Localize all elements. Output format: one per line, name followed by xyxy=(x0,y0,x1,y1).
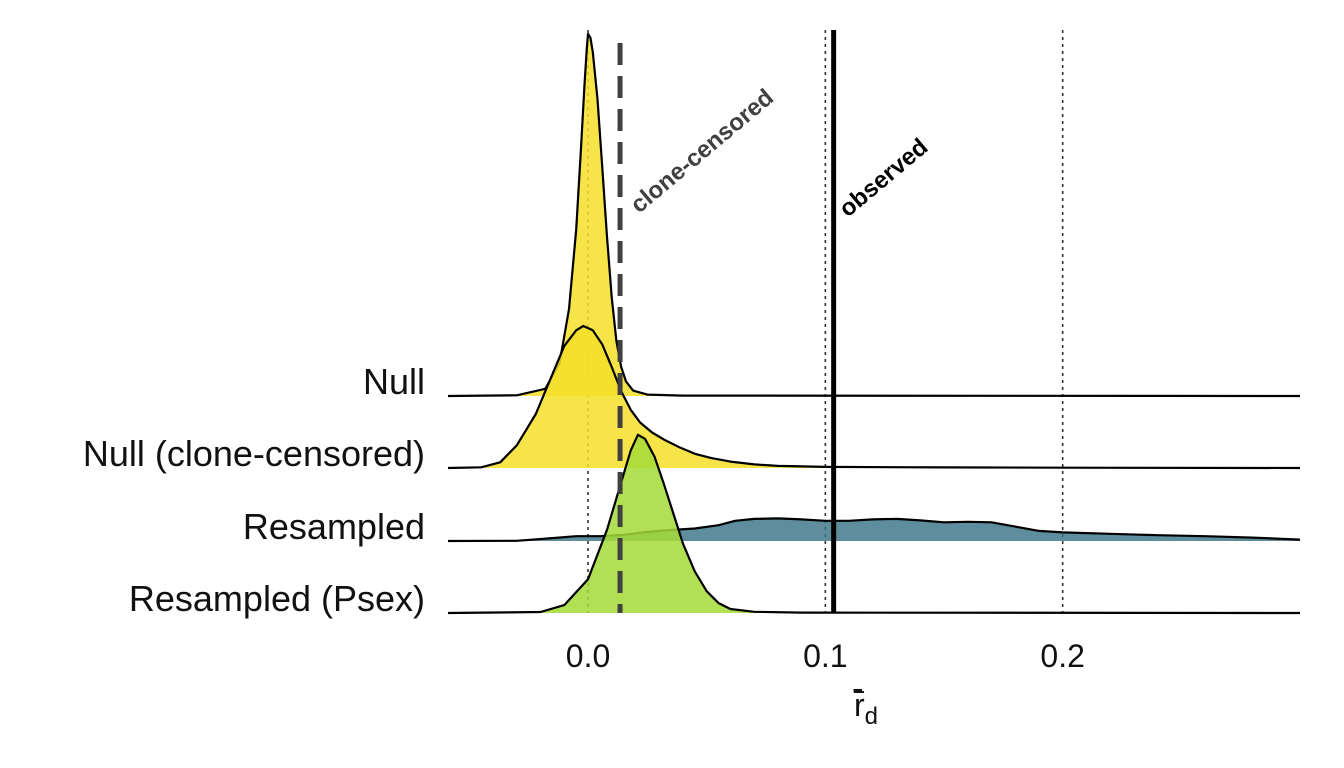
y-label-null: Null xyxy=(363,361,425,402)
ridge-fill-resampled xyxy=(448,518,1300,541)
ridge-resampled xyxy=(447,517,1301,543)
density-ridges xyxy=(447,32,1301,615)
ridge-fill-null-clone-censored xyxy=(448,326,1300,468)
ridge-fill-resampled-psex xyxy=(448,434,1300,613)
observed-label: observed xyxy=(834,133,933,222)
ridge-resampled-psex xyxy=(447,433,1301,615)
x-axis-title-main: r̄ xyxy=(853,687,865,723)
ridge-outline-null xyxy=(447,32,1301,398)
ridge-outline-resampled-psex xyxy=(447,433,1301,615)
x-axis-title: r̄d xyxy=(853,687,878,730)
ridge-null xyxy=(447,32,1301,398)
reference-dotted-lines xyxy=(587,30,1064,613)
y-label-resampled: Resampled xyxy=(243,506,425,547)
x-axis-ticks: 0.0 0.1 0.2 xyxy=(566,638,1085,674)
clone-censored-label: clone-censored xyxy=(626,84,779,219)
x-tick-label-1: 0.1 xyxy=(803,638,847,674)
y-label-null-clone-censored: Null (clone-censored) xyxy=(83,433,425,474)
y-axis-labels: Null Null (clone-censored) Resampled Resamp… xyxy=(83,361,425,619)
x-tick-label-0: 0.0 xyxy=(566,638,610,674)
x-axis-title-subscript: d xyxy=(865,703,878,730)
y-label-resampled-psex: Resampled (Psex) xyxy=(129,578,425,619)
ridge-null-clone-censored xyxy=(447,324,1301,470)
x-tick-label-2: 0.2 xyxy=(1040,638,1084,674)
ridge-outline-null-clone-censored xyxy=(447,324,1301,470)
